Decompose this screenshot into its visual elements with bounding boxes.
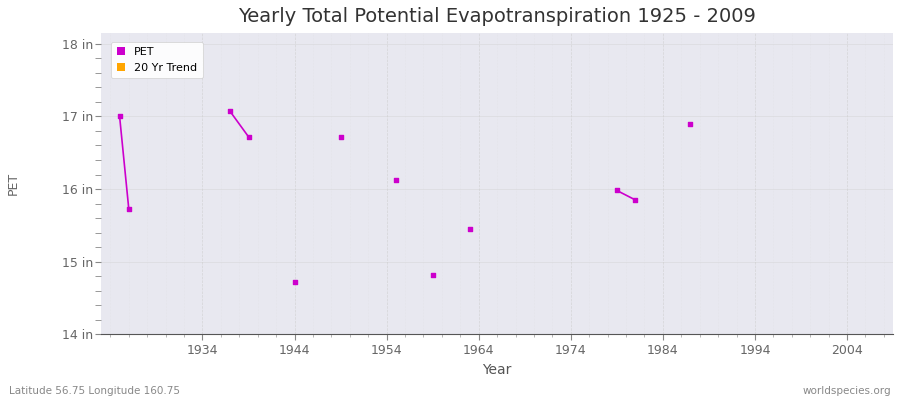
Point — [223, 108, 238, 114]
Point — [112, 113, 127, 120]
Title: Yearly Total Potential Evapotranspiration 1925 - 2009: Yearly Total Potential Evapotranspiratio… — [238, 7, 756, 26]
Point — [287, 279, 302, 285]
Point — [609, 187, 624, 194]
Legend: PET, 20 Yr Trend: PET, 20 Yr Trend — [111, 42, 202, 78]
Point — [426, 272, 440, 278]
Text: worldspecies.org: worldspecies.org — [803, 386, 891, 396]
Point — [241, 134, 256, 140]
X-axis label: Year: Year — [482, 363, 512, 377]
Point — [683, 120, 698, 127]
Point — [463, 226, 477, 232]
Point — [389, 177, 403, 184]
Y-axis label: PET: PET — [7, 172, 20, 195]
Point — [122, 206, 136, 212]
Text: Latitude 56.75 Longitude 160.75: Latitude 56.75 Longitude 160.75 — [9, 386, 180, 396]
Point — [628, 197, 643, 203]
Point — [333, 134, 347, 140]
